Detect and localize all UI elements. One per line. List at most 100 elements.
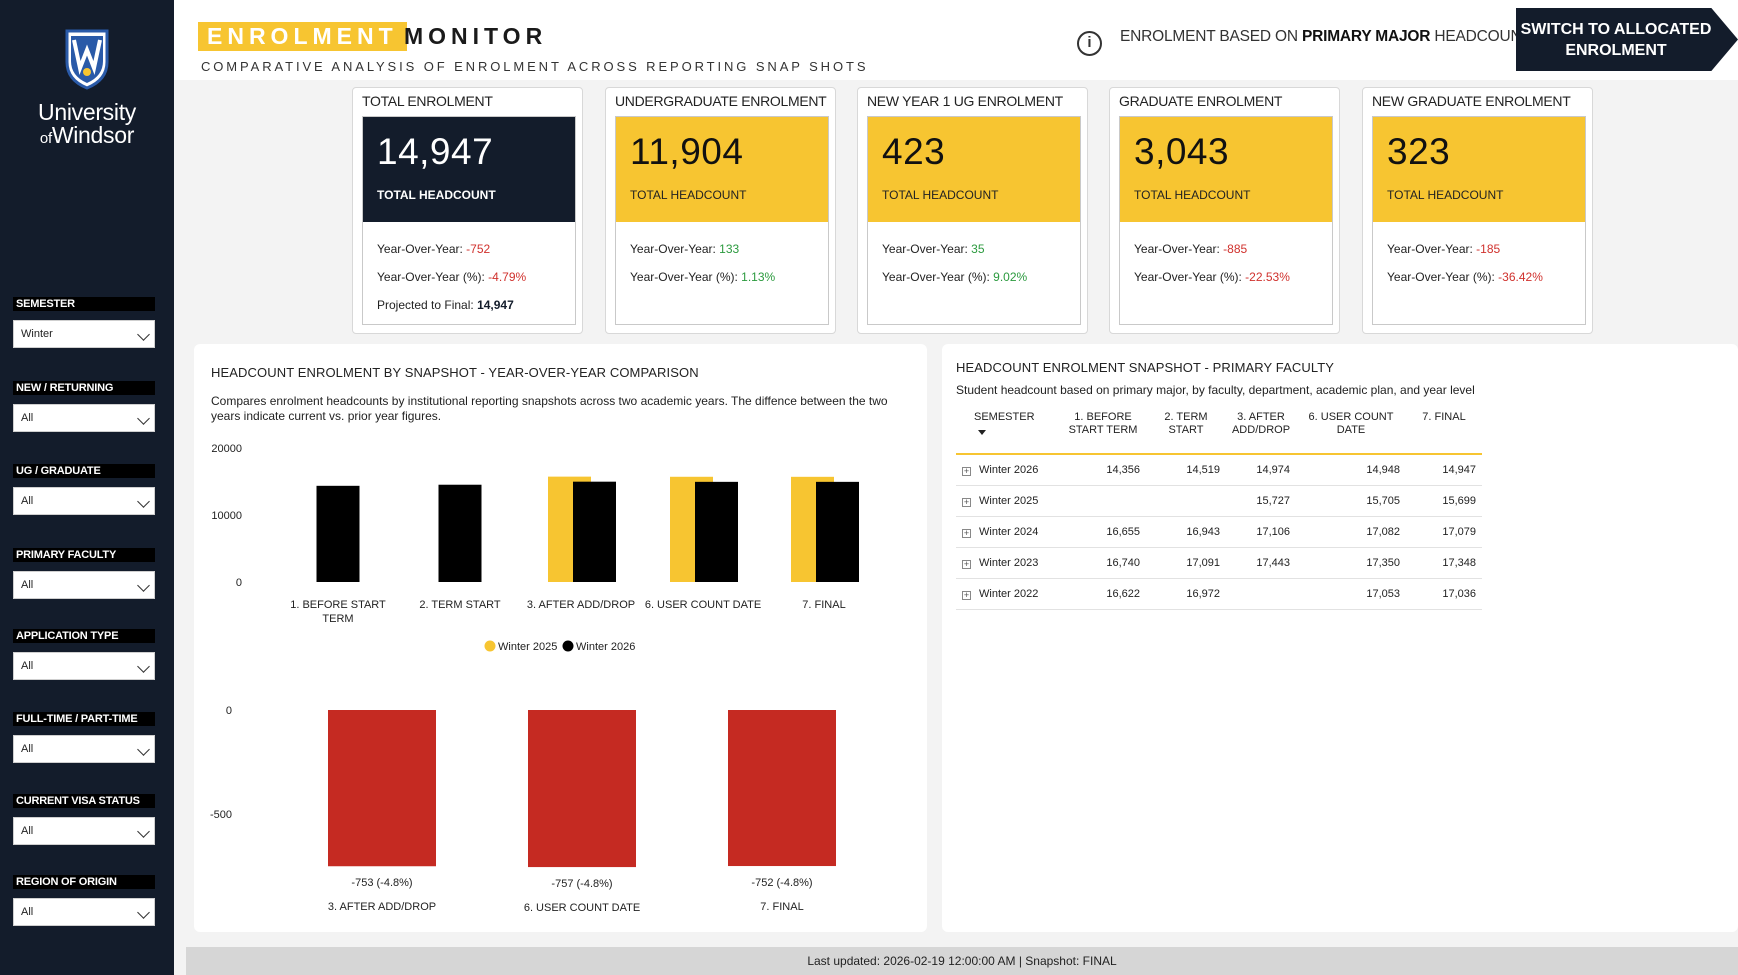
x-tick-label: 3. AFTER ADD/DROP	[328, 901, 436, 913]
filter-label: FULL-TIME / PART-TIME	[13, 712, 155, 726]
kpi-yoy: Year-Over-Year: 35	[882, 242, 985, 256]
expand-icon[interactable]: +	[962, 527, 971, 538]
snapshot-bar-chart: 20000 10000 0 1. BEFORE START TERM 2. TERM ST…	[211, 443, 859, 653]
table-row: + Winter 2025 15,727 15,705 15,699	[956, 485, 1482, 517]
new-returning-dropdown[interactable]: All	[13, 404, 155, 432]
switch-to-allocated-button[interactable]: SWITCH TO ALLOCATED ENROLMENT	[1516, 8, 1738, 71]
info-icon[interactable]: i	[1077, 31, 1102, 56]
column-header-before-start[interactable]: 1. BEFORE START TERM	[1068, 411, 1138, 436]
kpi-card-new-year1-ug: NEW YEAR 1 UG ENROLMENT 423 TOTAL HEADCO…	[857, 87, 1088, 334]
filter-label: SEMESTER	[13, 297, 155, 311]
header: ENROLMENT MONITOR COMPARATIVE ANALYSIS O…	[174, 0, 1738, 80]
full-part-time-dropdown[interactable]: All	[13, 735, 155, 763]
bar-difference	[328, 710, 436, 867]
yoy-panel-title: HEADCOUNT ENROLMENT BY SNAPSHOT - YEAR-O…	[211, 365, 699, 380]
x-tick-label: 7. FINAL	[760, 901, 803, 913]
data-label: -753 (-4.8%)	[351, 877, 412, 889]
column-header-term-start[interactable]: 2. TERM START	[1164, 411, 1208, 436]
kpi-value: 3,043	[1134, 131, 1230, 172]
brand-monitor: MONITOR	[404, 23, 548, 49]
expand-icon[interactable]: +	[962, 496, 971, 507]
faculty-snapshot-panel	[942, 344, 1738, 932]
filter-full-part-time: FULL-TIME / PART-TIME All	[13, 712, 155, 763]
bar-winter-2026	[695, 481, 738, 582]
kpi-yoy: Year-Over-Year: -885	[1134, 242, 1248, 256]
x-tick-label: 6. USER COUNT DATE	[645, 599, 761, 611]
expand-icon[interactable]: +	[962, 465, 971, 476]
chevron-down-icon	[137, 660, 150, 673]
sort-desc-icon	[978, 430, 986, 435]
kpi-yoy-pct: Year-Over-Year (%): -22.53%	[1134, 270, 1290, 284]
x-tick-label: 3. AFTER ADD/DROP	[527, 599, 635, 611]
bar-winter-2026	[573, 481, 616, 582]
legend-label: Winter 2026	[576, 641, 635, 653]
column-header-semester[interactable]: SEMESTER	[956, 408, 1060, 454]
kpi-caption: TOTAL HEADCOUNT	[1134, 188, 1251, 202]
enrolment-basis-text: ENROLMENT BASED ON PRIMARY MAJOR HEADCOU…	[1120, 28, 1531, 45]
legend-label: Winter 2025	[498, 641, 557, 653]
kpi-title: TOTAL ENROLMENT	[362, 93, 493, 109]
visa-status-dropdown[interactable]: All	[13, 817, 155, 845]
table-row: + Winter 2022 16,622 16,972 17,053 17,036	[956, 578, 1482, 610]
filter-region-of-origin: REGION OF ORIGIN All	[13, 875, 155, 926]
university-name-line1: University	[38, 99, 136, 125]
chevron-down-icon	[137, 328, 150, 341]
bar-winter-2026	[316, 485, 360, 582]
chevron-down-icon	[137, 412, 150, 425]
university-logo: University ofWindsor	[0, 28, 174, 150]
table-row: + Winter 2026 14,356 14,519 14,974 14,948 14,…	[956, 454, 1482, 486]
column-header-user-count[interactable]: 6. USER COUNT DATE	[1308, 411, 1394, 436]
filter-semester: SEMESTER Winter	[13, 297, 155, 348]
kpi-yoy-pct: Year-Over-Year (%): 9.02%	[882, 270, 1028, 284]
chevron-down-icon	[137, 495, 150, 508]
kpi-caption: TOTAL HEADCOUNT	[377, 188, 496, 202]
ug-graduate-dropdown[interactable]: All	[13, 487, 155, 515]
brand-enrolment: ENROLMENT	[198, 22, 407, 51]
expand-icon[interactable]: +	[962, 558, 971, 569]
filter-primary-faculty: PRIMARY FACULTY All	[13, 548, 155, 599]
last-updated-footer: Last updated: 2026-02-19 12:00:00 AM | S…	[186, 947, 1738, 975]
kpi-yoy-pct: Year-Over-Year (%): -36.42%	[1387, 270, 1543, 284]
chevron-down-icon	[137, 743, 150, 756]
kpi-title: NEW GRADUATE ENROLMENT	[1372, 93, 1571, 109]
filter-application-type: APPLICATION TYPE All	[13, 629, 155, 680]
university-name-line2: ofWindsor	[39, 122, 135, 148]
kpi-card-undergraduate: UNDERGRADUATE ENROLMENT 11,904 TOTAL HEA…	[605, 87, 836, 334]
expand-icon[interactable]: +	[962, 589, 971, 600]
legend-marker-winter-2025	[484, 640, 496, 652]
kpi-title: NEW YEAR 1 UG ENROLMENT	[867, 93, 1063, 109]
difference-bar-chart: 0 -500 -753 (-4.8%) 3. AFTER ADD/DROP -757 (…	[210, 705, 836, 914]
column-header-after-add-drop[interactable]: 3. AFTER ADD/DROP	[1231, 411, 1291, 436]
y-tick-label: -500	[210, 809, 232, 821]
kpi-card-new-graduate: NEW GRADUATE ENROLMENT 323 TOTAL HEADCOU…	[1362, 87, 1593, 334]
y-tick-label: 0	[236, 577, 242, 589]
filter-label: APPLICATION TYPE	[13, 629, 155, 643]
filter-label: CURRENT VISA STATUS	[13, 794, 155, 808]
column-header-final[interactable]: 7. FINAL	[1422, 411, 1466, 423]
filter-new-returning: NEW / RETURNING All	[13, 381, 155, 432]
kpi-card-graduate: GRADUATE ENROLMENT 3,043 TOTAL HEADCOUNT…	[1109, 87, 1340, 334]
kpi-value: 11,904	[630, 131, 744, 172]
y-tick-label: 20000	[211, 443, 242, 455]
semester-dropdown[interactable]: Winter	[13, 320, 155, 348]
sidebar: University ofWindsor SEMESTER Winter NEW…	[0, 0, 174, 975]
filter-visa-status: CURRENT VISA STATUS All	[13, 794, 155, 845]
primary-faculty-dropdown[interactable]: All	[13, 571, 155, 599]
filter-label: PRIMARY FACULTY	[13, 548, 155, 562]
region-of-origin-dropdown[interactable]: All	[13, 898, 155, 926]
y-tick-label: 10000	[211, 510, 242, 522]
kpi-caption: TOTAL HEADCOUNT	[882, 188, 999, 202]
yoy-panel-description: Compares enrolment headcounts by institu…	[211, 394, 888, 423]
bar-difference	[528, 710, 636, 868]
kpi-title: UNDERGRADUATE ENROLMENT	[615, 93, 827, 109]
kpi-yoy-pct: Year-Over-Year (%): 1.13%	[630, 270, 776, 284]
data-label: -752 (-4.8%)	[751, 877, 812, 889]
page-subtitle: COMPARATIVE ANALYSIS OF ENROLMENT ACROSS…	[201, 59, 869, 74]
shield-icon	[65, 29, 109, 90]
kpi-projected: Projected to Final: 14,947	[377, 298, 514, 312]
kpi-yoy: Year-Over-Year: 133	[630, 242, 740, 256]
application-type-dropdown[interactable]: All	[13, 652, 155, 680]
chevron-down-icon	[137, 906, 150, 919]
faculty-snapshot-table: SEMESTER 1. BEFORE START TERM 2. TERM ST…	[956, 408, 1482, 610]
kpi-caption: TOTAL HEADCOUNT	[630, 188, 747, 202]
